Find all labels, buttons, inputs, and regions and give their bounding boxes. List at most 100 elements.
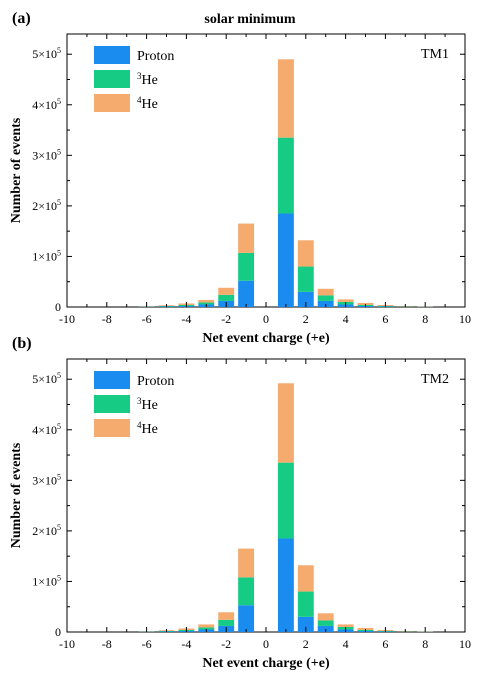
y-tick-label: 2×105 [32, 198, 61, 213]
legend-superscript: 3 [137, 71, 142, 81]
y-tick-label: 3×105 [32, 472, 61, 487]
bar-he4-x-2 [218, 612, 235, 620]
legend-text: He [142, 97, 158, 112]
x-tick-label: -8 [102, 312, 112, 326]
y-tick-mantissa: 4×10 [32, 98, 57, 112]
legend-swatch-proton [94, 46, 130, 64]
y-tick-mantissa: 0 [55, 625, 61, 639]
bar-proton-x3 [317, 625, 334, 632]
y-tick-exponent: 5 [57, 198, 61, 207]
bar-he4-x2 [297, 565, 314, 592]
bar-proton-x1 [277, 538, 294, 632]
legend-swatch-he4 [94, 419, 130, 437]
y-tick-label: 5×105 [32, 371, 61, 386]
chart-panel-b: (b) -10 -8 -6 -4 -2 0 2 4 6 8 10 Net event charge (+… [9, 335, 471, 671]
legend-text: He [142, 73, 158, 88]
bar-he4-x1 [277, 59, 294, 138]
y-tick-exponent: 5 [57, 422, 61, 431]
x-axis-label: Net event charge (+e) [202, 656, 330, 671]
x-axis: -10 -8 -6 -4 -2 0 2 4 6 8 10 Net event charge (+e) [59, 359, 471, 671]
y-tick-label: 3×105 [32, 147, 61, 162]
x-tick-label: 4 [343, 312, 349, 326]
y-tick-label: 0 [55, 625, 61, 639]
x-axis: -10 -8 -6 -4 -2 0 2 4 6 8 10 Net event charge (+e) [59, 34, 471, 346]
y-tick-mantissa: 2×10 [32, 199, 57, 213]
x-tick-label: -6 [142, 637, 152, 651]
legend: Proton 3He 4He [94, 371, 174, 437]
bar-proton-x1 [277, 213, 294, 307]
bar-he4-x-1 [238, 548, 255, 578]
x-tick-label: 8 [422, 637, 428, 651]
bar-proton-x2 [297, 291, 314, 307]
legend-text: He [142, 422, 158, 437]
legend-superscript: 4 [137, 420, 142, 430]
x-tick-label: -8 [102, 637, 112, 651]
y-tick-exponent: 5 [57, 248, 61, 257]
bar-he4-x3 [317, 613, 334, 621]
y-tick-mantissa: 1×10 [32, 574, 57, 588]
legend-swatch-he3 [94, 395, 130, 413]
y-tick-mantissa: 0 [55, 300, 61, 314]
bar-he3-x-1 [238, 252, 255, 281]
y-tick-label: 4×105 [32, 422, 61, 437]
bars [138, 383, 434, 632]
x-axis-label: Net event charge (+e) [202, 331, 330, 346]
y-tick-exponent: 5 [57, 371, 61, 380]
bar-he4-x1 [277, 383, 294, 463]
x-tick-label: 10 [459, 312, 471, 326]
bar-he3-x2 [297, 591, 314, 617]
legend-label-he4: 4He [137, 95, 158, 112]
legend-label-he4: 4He [137, 420, 158, 437]
bar-he3-x-2 [218, 294, 235, 301]
bar-he3-x3 [317, 620, 334, 626]
bar-he3-x3 [317, 295, 334, 301]
x-tick-label: -10 [59, 637, 75, 651]
legend-superscript: 4 [137, 95, 142, 105]
bar-he4-x-1 [238, 223, 255, 253]
x-tick-label: 8 [422, 312, 428, 326]
y-tick-exponent: 5 [57, 472, 61, 481]
y-tick-mantissa: 5×10 [32, 47, 57, 61]
bar-he3-x1 [277, 462, 294, 539]
bar-he4-x-2 [218, 287, 235, 295]
bar-proton-x-1 [238, 605, 255, 632]
bar-he4-x-3 [198, 299, 215, 303]
x-tick-label: 10 [459, 637, 471, 651]
bars [138, 59, 434, 307]
legend-text: Proton [137, 374, 174, 389]
y-tick-label: 1×105 [32, 573, 61, 588]
x-tick-label: -4 [181, 637, 191, 651]
legend-text: Proton [137, 49, 174, 64]
bar-he4-x3 [317, 288, 334, 296]
bar-he4-x5 [357, 627, 374, 630]
x-tick-label: -2 [221, 637, 231, 651]
y-tick-exponent: 5 [57, 97, 61, 106]
bar-proton-x2 [297, 616, 314, 632]
bar-he3-x-1 [238, 577, 255, 606]
y-tick-exponent: 5 [57, 523, 61, 532]
panel-label: (b) [12, 335, 32, 352]
panel-label: (a) [12, 10, 31, 27]
legend-text: He [142, 398, 158, 413]
x-tick-label: 4 [343, 637, 349, 651]
x-tick-label: 2 [303, 637, 309, 651]
x-tick-label: 0 [263, 637, 269, 651]
x-tick-label: -6 [142, 312, 152, 326]
y-axis-label: Number of events [9, 117, 24, 223]
legend-swatch-he4 [94, 94, 130, 112]
y-tick-label: 2×105 [32, 523, 61, 538]
chart-panel-a: (a) solar minimum -10 -8 -6 -4 -2 0 2 4 6 8 10 Net ev… [9, 10, 471, 346]
panel-annotation: TM2 [421, 372, 449, 387]
bar-he4-x2 [297, 240, 314, 267]
legend-label-proton: Proton [137, 49, 174, 64]
legend-label-he3: 3He [137, 396, 158, 413]
bar-proton-x-1 [238, 280, 255, 307]
y-tick-exponent: 5 [57, 147, 61, 156]
y-tick-mantissa: 4×10 [32, 423, 57, 437]
y-tick-label: 5×105 [32, 46, 61, 61]
chart-title: solar minimum [204, 12, 295, 27]
